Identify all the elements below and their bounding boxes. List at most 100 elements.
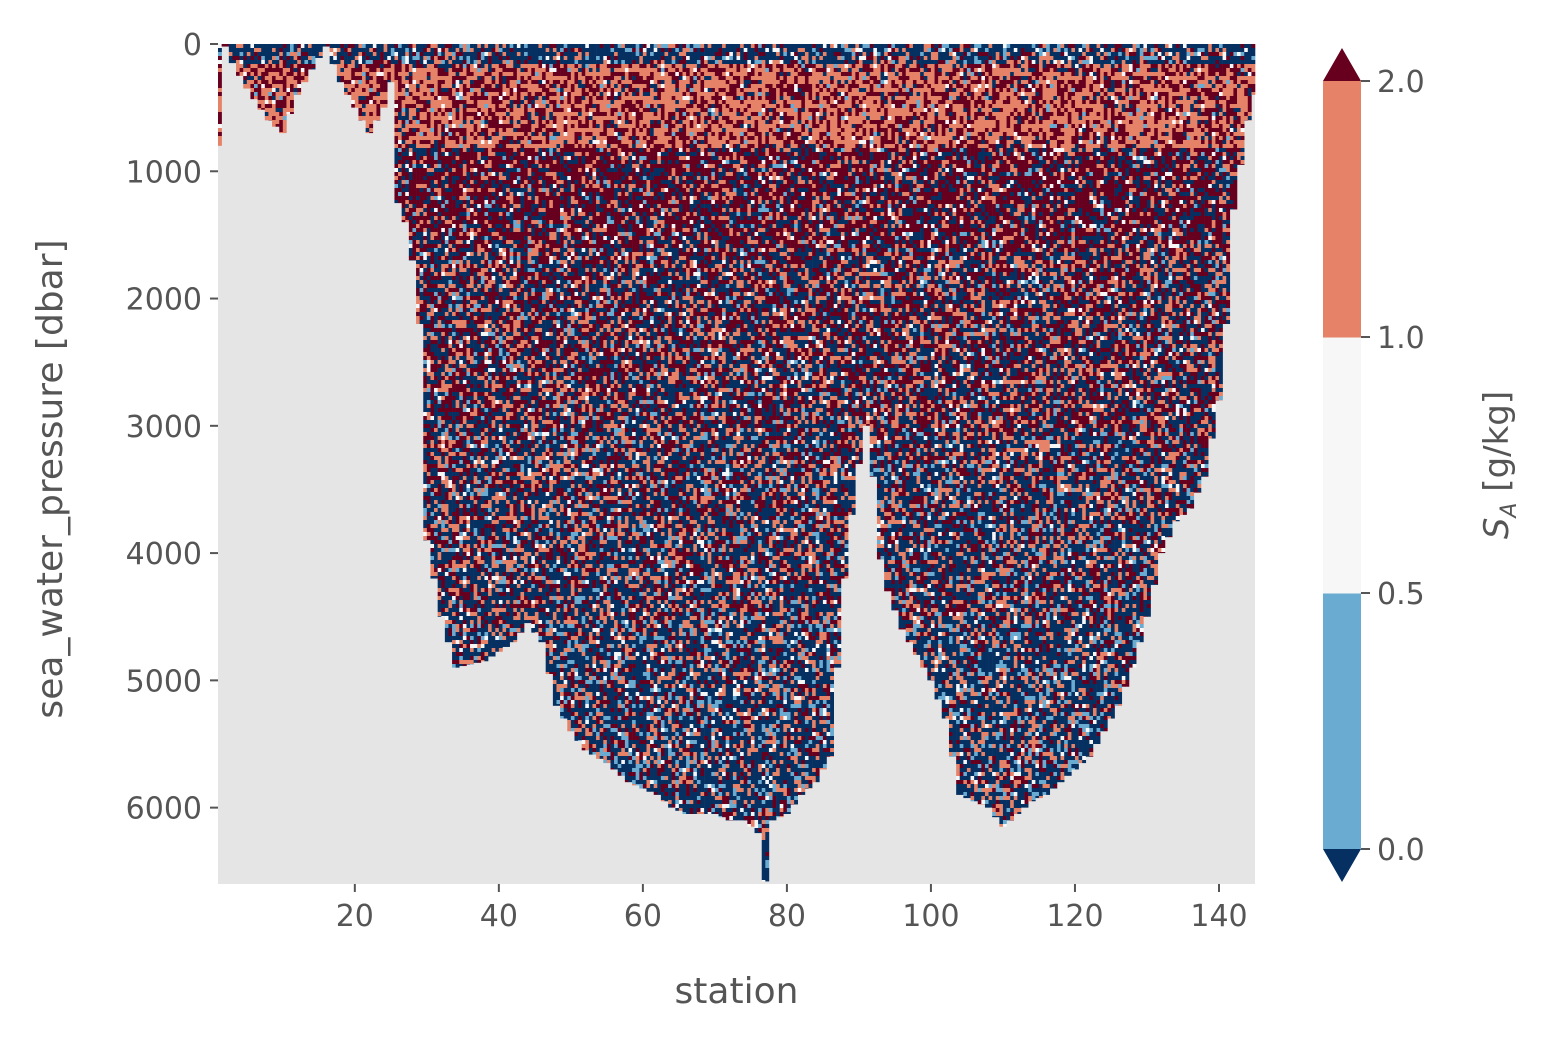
heatmap-cell (477, 468, 481, 472)
heatmap-cell (459, 100, 463, 104)
heatmap-cell (384, 80, 388, 92)
heatmap-cell (268, 104, 272, 108)
heatmap-cell (495, 460, 499, 464)
heatmap-cell (427, 164, 431, 168)
heatmap-cell (456, 120, 460, 128)
heatmap-cell (466, 348, 470, 360)
heatmap-cell (416, 248, 420, 252)
heatmap-cell (481, 376, 485, 380)
heatmap-cell (452, 304, 456, 312)
heatmap-cell (484, 276, 488, 280)
heatmap-cell (492, 608, 496, 612)
heatmap-cell (466, 104, 470, 108)
heatmap-cell (474, 184, 478, 196)
heatmap-cell (258, 44, 262, 48)
heatmap-cell (474, 436, 478, 440)
heatmap-cell (477, 592, 481, 596)
heatmap-cell (459, 464, 463, 468)
heatmap-cell (420, 276, 424, 280)
heatmap-cell (477, 400, 481, 404)
heatmap-cell (409, 124, 413, 128)
heatmap-cell (463, 384, 467, 404)
heatmap-cell (492, 416, 496, 420)
heatmap-cell (304, 64, 308, 76)
heatmap-cell (448, 420, 452, 424)
heatmap-cell (258, 76, 262, 80)
heatmap-cell (452, 444, 456, 448)
heatmap-cell (448, 284, 452, 288)
heatmap-cell (459, 364, 463, 368)
heatmap-cell (495, 340, 499, 344)
heatmap-cell (434, 248, 438, 252)
heatmap-cell (438, 516, 442, 520)
heatmap-cell (412, 220, 416, 224)
heatmap-cell (304, 52, 308, 56)
heatmap-cell (499, 636, 503, 640)
heatmap-cell (502, 76, 506, 84)
heatmap-cell (492, 532, 496, 536)
heatmap-cell (423, 48, 427, 52)
heatmap-cell (488, 556, 492, 568)
heatmap-cell (423, 188, 427, 200)
heatmap-cell (420, 208, 424, 212)
heatmap-cell (481, 640, 485, 644)
heatmap-cell (474, 428, 478, 436)
heatmap-cell (492, 88, 496, 92)
heatmap-cell (412, 100, 416, 104)
heatmap-cell (466, 448, 470, 452)
heatmap-cell (495, 420, 499, 436)
heatmap-cell (477, 160, 481, 164)
heatmap-cell (430, 384, 434, 400)
heatmap-cell (502, 136, 506, 140)
heatmap-cell (459, 604, 463, 608)
heatmap-cell (474, 556, 478, 560)
heatmap-cell (369, 44, 373, 48)
heatmap-cell (470, 228, 474, 232)
heatmap-cell (430, 308, 434, 316)
heatmap-cell (481, 412, 485, 416)
heatmap-cell (484, 564, 488, 568)
heatmap-cell (229, 44, 233, 52)
heatmap-cell (430, 492, 434, 496)
heatmap-cell (438, 48, 442, 52)
heatmap-cell (463, 452, 467, 456)
heatmap-cell (488, 632, 492, 657)
heatmap-cell (474, 504, 478, 516)
heatmap-cell (459, 660, 463, 664)
heatmap-cell (427, 176, 431, 188)
heatmap-cell (445, 292, 449, 300)
heatmap-cell (427, 372, 431, 376)
heatmap-cell (430, 336, 434, 340)
heatmap-cell (470, 124, 474, 132)
heatmap-cell (438, 456, 442, 468)
heatmap-cell (452, 284, 456, 288)
heatmap-cell (459, 228, 463, 232)
heatmap-cell (477, 452, 481, 456)
heatmap-cell (484, 196, 488, 200)
heatmap-cell (337, 64, 341, 76)
heatmap-cell (466, 240, 470, 244)
heatmap-cell (434, 64, 438, 68)
heatmap-cell (502, 360, 506, 364)
heatmap-cell (430, 488, 434, 492)
heatmap-cell (484, 392, 488, 396)
heatmap-cell (481, 308, 485, 312)
heatmap-cell (459, 300, 463, 304)
heatmap-cell (445, 516, 449, 520)
heatmap-cell (463, 244, 467, 248)
heatmap-cell (448, 432, 452, 436)
heatmap-cell (438, 212, 442, 216)
heatmap-cell (445, 252, 449, 256)
heatmap-cell (466, 584, 470, 592)
heatmap-cell (470, 288, 474, 296)
heatmap-cell (430, 176, 434, 180)
heatmap-cell (470, 80, 474, 84)
heatmap-cell (452, 364, 456, 368)
heatmap-cell (319, 52, 323, 56)
heatmap-cell (474, 376, 478, 392)
heatmap-cell (492, 604, 496, 608)
heatmap-cell (294, 72, 298, 76)
heatmap-cell (441, 180, 445, 188)
heatmap-cell (481, 184, 485, 188)
heatmap-cell (470, 312, 474, 320)
